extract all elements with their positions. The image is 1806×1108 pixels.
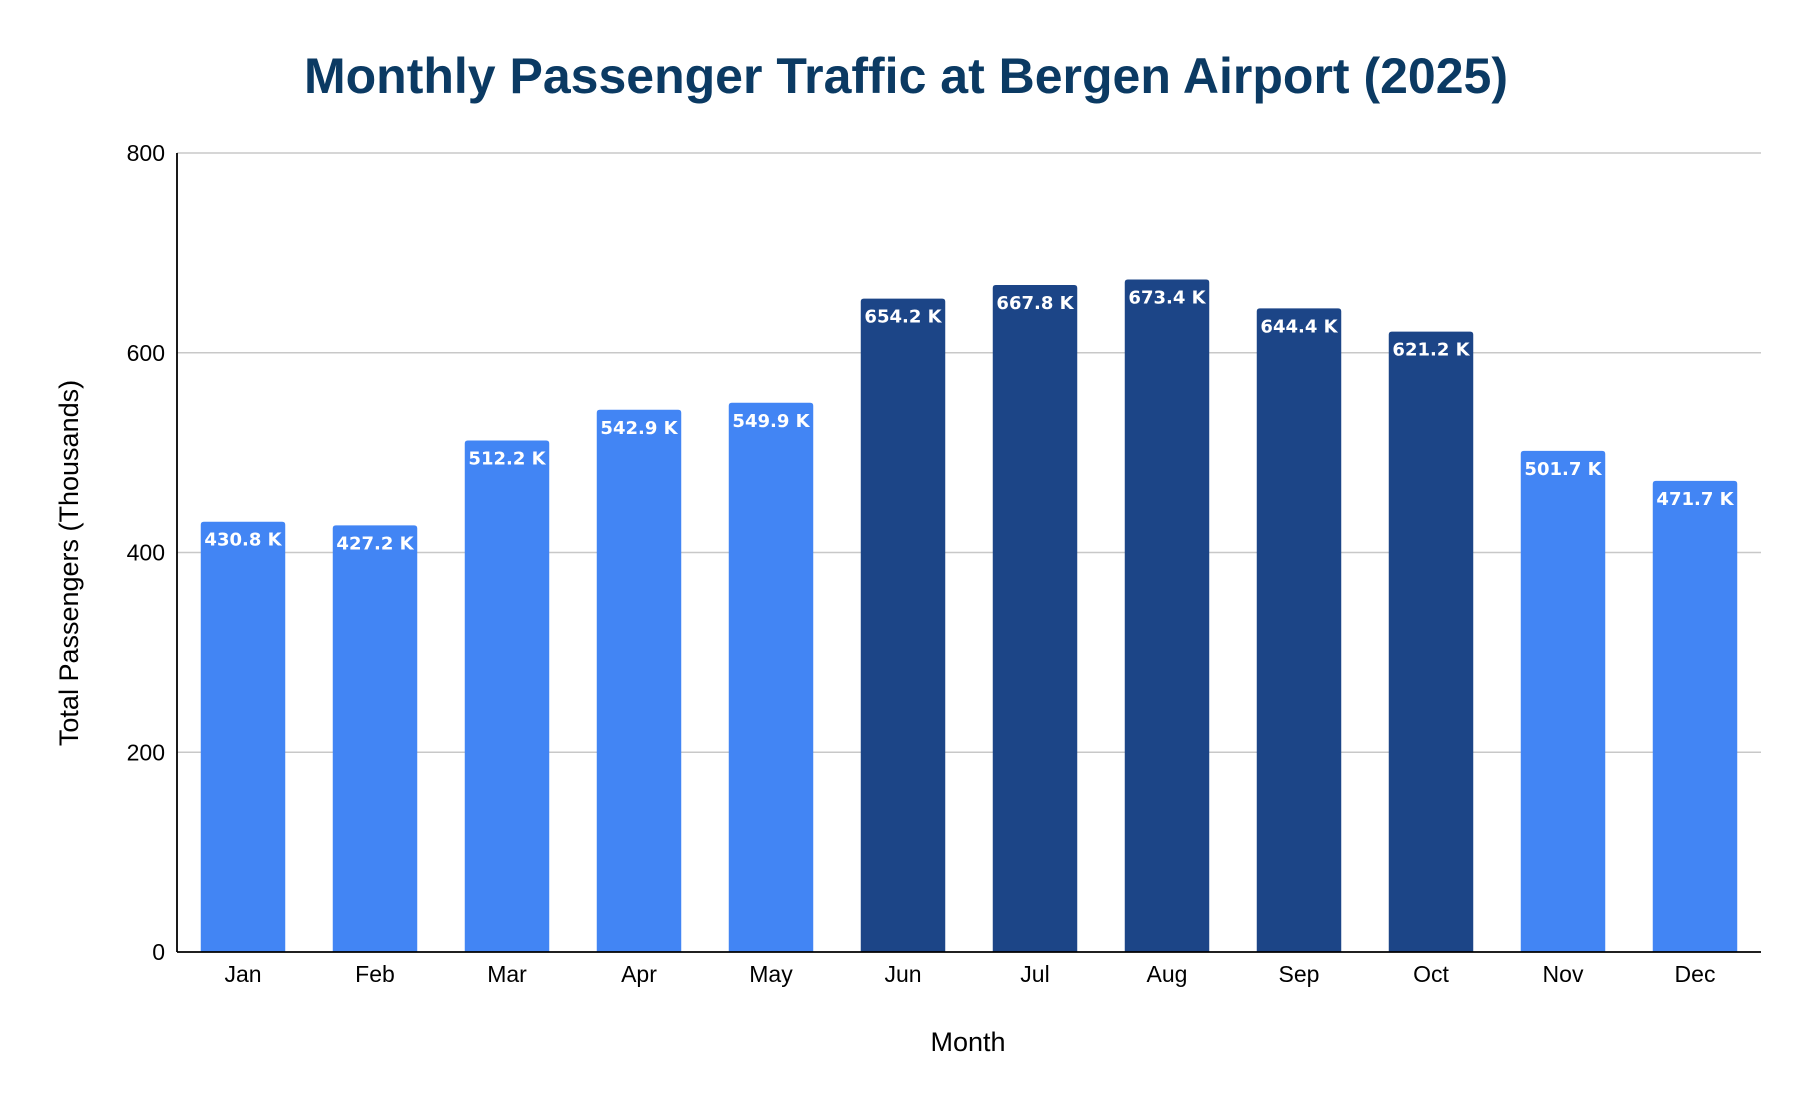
x-tick-label-feb: Feb	[355, 961, 395, 987]
y-axis-title: Total Passengers (Thousands)	[54, 380, 84, 746]
data-label-feb: 427.2 K	[336, 533, 414, 554]
x-tick-label-mar: Mar	[487, 961, 527, 987]
bar-mar	[464, 440, 550, 952]
bar-jan	[200, 521, 286, 952]
bar-jun	[860, 298, 946, 952]
bar-oct	[1388, 331, 1474, 952]
data-label-jul: 667.8 K	[996, 293, 1074, 314]
x-axis-title: Month	[930, 1027, 1005, 1057]
data-label-aug: 673.4 K	[1128, 287, 1206, 308]
bar-jul	[992, 285, 1078, 952]
chart-title: Monthly Passenger Traffic at Bergen Airp…	[304, 48, 1508, 104]
data-label-nov: 501.7 K	[1524, 459, 1602, 480]
x-tick-label-jul: Jul	[1020, 961, 1049, 987]
x-tick-label-nov: Nov	[1543, 961, 1584, 987]
data-label-jan: 430.8 K	[204, 530, 282, 551]
y-tick-label: 200	[127, 739, 165, 765]
y-axis-tick-labels: 0 200 400 600 800	[127, 140, 165, 965]
x-tick-label-jan: Jan	[224, 961, 261, 987]
bar-data-labels: 430.8 K 427.2 K 512.2 K 542.9 K 549.9 K 654.2…	[204, 287, 1734, 554]
bar-nov	[1520, 450, 1606, 952]
data-label-mar: 512.2 K	[468, 448, 546, 469]
y-tick-label: 800	[127, 140, 165, 166]
y-tick-label: 600	[127, 340, 165, 366]
y-tick-label: 400	[127, 540, 165, 566]
data-label-sep: 644.4 K	[1260, 316, 1338, 337]
bar-dec	[1652, 480, 1738, 952]
data-label-may: 549.9 K	[732, 411, 810, 432]
data-label-jun: 654.2 K	[864, 307, 942, 328]
x-tick-label-jun: Jun	[884, 961, 921, 987]
x-tick-label-apr: Apr	[621, 961, 657, 987]
x-tick-label-sep: Sep	[1279, 961, 1320, 987]
bar-may	[728, 402, 814, 953]
gridlines	[177, 152, 1761, 753]
y-tick-label: 0	[152, 939, 165, 965]
x-tick-label-may: May	[749, 961, 793, 987]
x-axis-tick-labels: Jan Feb Mar Apr May Jun Jul Aug Sep Oct Nov Dec	[224, 961, 1715, 987]
bar-sep	[1256, 308, 1342, 952]
data-label-dec: 471.7 K	[1656, 489, 1734, 510]
bar-aug	[1124, 279, 1210, 952]
data-label-apr: 542.9 K	[600, 418, 678, 439]
bar-apr	[596, 409, 682, 952]
x-tick-label-aug: Aug	[1147, 961, 1188, 987]
data-label-oct: 621.2 K	[1392, 340, 1470, 361]
x-tick-label-dec: Dec	[1675, 961, 1716, 987]
x-tick-label-oct: Oct	[1413, 961, 1449, 987]
bar-feb	[332, 525, 418, 952]
bars	[200, 279, 1738, 953]
